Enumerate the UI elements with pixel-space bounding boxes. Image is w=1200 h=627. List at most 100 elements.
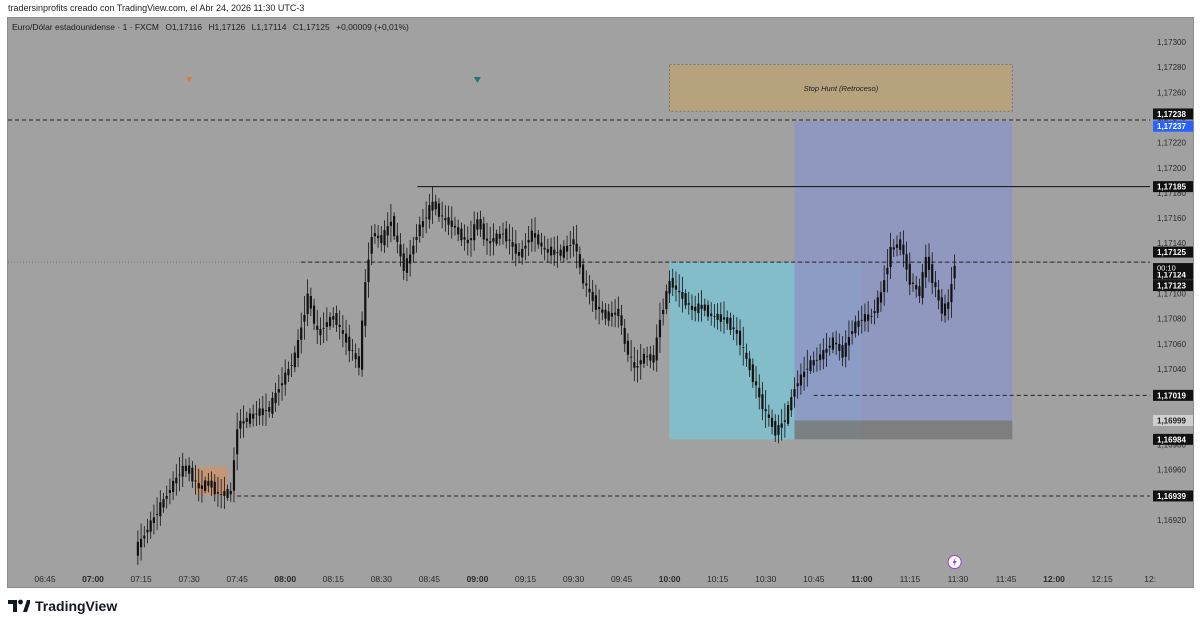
candle-body <box>357 356 360 368</box>
candle-body <box>284 372 287 385</box>
candle-body <box>338 324 341 327</box>
candle-body <box>735 329 738 334</box>
candle-body <box>863 314 867 322</box>
candle-body <box>617 308 620 317</box>
stop-hunt-label: Stop Hunt (Retroceso) <box>804 84 879 93</box>
candle-body <box>271 397 274 414</box>
candle-body <box>857 320 860 327</box>
candle-body <box>383 230 386 246</box>
x-tick-label: 07:00 <box>82 574 104 584</box>
sell-marker-icon <box>186 77 193 82</box>
x-tick-label: 09:15 <box>515 574 537 584</box>
candle-body <box>524 245 527 249</box>
candle-body <box>386 226 389 236</box>
candle-body <box>364 282 367 326</box>
candle-body <box>287 368 290 376</box>
y-tick-label: 1,17060 <box>1157 340 1186 349</box>
y-tick-label: 1,17100 <box>1157 290 1186 299</box>
x-tick-label: 11:30 <box>948 574 969 584</box>
candle-body <box>569 245 572 246</box>
candle-body <box>841 345 844 358</box>
candle-body <box>655 337 658 361</box>
candle-body <box>790 397 793 411</box>
candle-body <box>838 343 841 351</box>
candle-body <box>777 425 780 435</box>
candle-body <box>501 233 505 235</box>
candle-body <box>466 239 469 244</box>
candle-body <box>492 238 495 242</box>
candle-body <box>156 514 159 515</box>
x-tick-label: 07:30 <box>179 574 201 584</box>
candle-body <box>831 337 835 350</box>
candle-body <box>835 342 838 345</box>
candlestick-chart[interactable]: Stop Hunt (Retroceso) 1,17300 1,17280 1,172… <box>0 0 1200 600</box>
x-tick-label: 07:15 <box>130 574 152 584</box>
candle-body <box>517 252 521 256</box>
candle-body <box>213 481 216 495</box>
candle-body <box>159 502 162 517</box>
y-tick-label: 1,17200 <box>1157 164 1186 173</box>
candle-body <box>796 383 799 387</box>
candle-body <box>931 264 934 284</box>
candle-body <box>377 235 380 239</box>
candle-body <box>767 414 770 418</box>
candle-body <box>854 321 857 334</box>
candle-body <box>774 421 777 436</box>
candle-body <box>165 495 168 499</box>
price-tag-label: 1,17237 <box>1157 122 1186 131</box>
candle-body <box>889 246 892 268</box>
candle-body <box>598 306 601 310</box>
y-tick-label: 1,17280 <box>1157 63 1186 72</box>
candle-body <box>601 309 604 313</box>
candle-body <box>441 215 444 217</box>
candle-body <box>812 360 815 366</box>
candle-body <box>181 465 184 477</box>
candle-body <box>255 413 258 415</box>
candle-body <box>703 304 706 311</box>
candle-body <box>726 317 729 324</box>
candle-body <box>706 304 710 317</box>
candle-body <box>495 233 498 244</box>
price-tag-1-17019 <box>1153 389 1193 401</box>
candle-body <box>370 236 373 254</box>
candle-body <box>870 316 873 317</box>
candle-body <box>290 365 293 366</box>
candle-body <box>543 247 546 250</box>
candle-body <box>761 394 764 410</box>
candle-body <box>172 480 175 493</box>
candle-body <box>277 389 280 393</box>
candle-body <box>482 223 485 240</box>
brand-name: TradingView <box>35 598 118 614</box>
candle-body <box>447 217 450 225</box>
candle-body <box>136 541 139 556</box>
legend-high: H1,17126 <box>208 22 246 32</box>
candle-body <box>716 313 719 320</box>
candle-body <box>210 480 213 488</box>
candle-body <box>556 252 559 254</box>
x-tick-label: 07:45 <box>227 574 249 584</box>
candle-body <box>758 387 761 398</box>
candle-body <box>537 234 540 245</box>
tradingview-logo[interactable]: TradingView <box>8 598 117 614</box>
candle-body <box>399 244 402 257</box>
candle-body <box>293 352 296 368</box>
candle-body <box>402 253 405 271</box>
bolt-icon-glyph <box>952 557 957 567</box>
candle-body <box>139 538 143 548</box>
candle-body <box>793 389 796 397</box>
candle-body <box>409 254 412 264</box>
price-tag-label: 1,17123 <box>1157 282 1186 291</box>
candle-body <box>886 267 889 275</box>
candle-body <box>530 230 533 242</box>
candle-body <box>681 291 684 299</box>
x-tick-label: 10:00 <box>659 574 681 584</box>
candle-body <box>242 421 245 424</box>
price-tag-label: 1,17185 <box>1157 183 1186 192</box>
candle-body <box>396 235 399 242</box>
candle-body <box>649 354 652 361</box>
candle-body <box>783 420 786 422</box>
candle-body <box>751 364 754 383</box>
price-tag-label: 1,17019 <box>1157 391 1186 400</box>
candle-body <box>268 407 271 412</box>
candle-body <box>924 257 927 278</box>
